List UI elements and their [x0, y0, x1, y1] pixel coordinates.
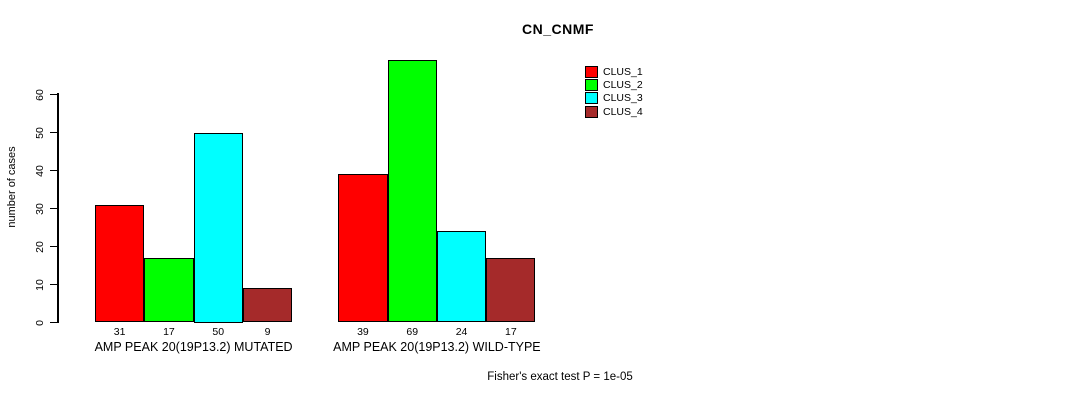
- bar-count-label: 50: [212, 326, 225, 338]
- group-label: AMP PEAK 20(19P13.2) MUTATED: [94, 340, 293, 354]
- bar-count-label: 31: [113, 326, 126, 338]
- y-tick-label: 60: [34, 88, 46, 101]
- bar-clus_3-group-1: [436, 231, 487, 323]
- y-tick-label: 20: [34, 240, 46, 253]
- bar-clus_2-group-1: [387, 60, 437, 323]
- y-tick: [50, 321, 57, 324]
- fisher-test-annotation: Fisher's exact test P = 1e-05: [487, 371, 633, 383]
- y-tick: [50, 131, 57, 134]
- group-label: AMP PEAK 20(19P13.2) WILD-TYPE: [333, 340, 541, 354]
- legend-swatch-icon: [585, 65, 598, 78]
- bar-count-label: 39: [357, 326, 369, 338]
- y-tick-label: 10: [34, 278, 46, 291]
- bar-count-label: 17: [163, 326, 175, 338]
- y-tick-label: 0: [34, 319, 46, 326]
- y-tick: [50, 207, 57, 210]
- legend-row-clus_3: CLUS_3: [585, 92, 643, 105]
- y-tick: [50, 169, 57, 172]
- y-tick-label: 50: [34, 126, 46, 139]
- legend-row-clus_4: CLUS_4: [585, 105, 643, 118]
- y-tick-label: 40: [34, 164, 46, 177]
- y-tick: [50, 283, 57, 286]
- y-axis-line: [57, 93, 59, 323]
- legend-swatch-icon: [585, 79, 598, 92]
- legend-label: CLUS_3: [603, 92, 643, 105]
- bar-clus_1-group-0: [95, 204, 145, 323]
- legend-swatch-icon: [585, 92, 598, 105]
- legend-swatch-icon: [585, 105, 598, 118]
- bar-clus_3-group-0: [193, 132, 243, 323]
- bar-count-label: 9: [264, 326, 271, 338]
- y-tick-label: 30: [34, 202, 46, 215]
- bar-count-label: 24: [455, 326, 468, 338]
- bar-clus_2-group-0: [144, 257, 194, 323]
- bar-count-label: 69: [406, 326, 419, 338]
- bar-clus_4-group-1: [486, 257, 536, 323]
- bar-count-label: 17: [505, 326, 517, 338]
- legend-row-clus_2: CLUS_2: [585, 78, 643, 92]
- legend-row-clus_1: CLUS_1: [585, 65, 643, 78]
- legend-label: CLUS_4: [603, 105, 643, 118]
- y-tick: [50, 93, 57, 96]
- bar-clus_4-group-0: [242, 288, 293, 323]
- y-tick: [50, 245, 57, 248]
- legend: CLUS_1 CLUS_2 CLUS_3 CLUS_4: [585, 65, 643, 119]
- legend-label: CLUS_1: [603, 65, 643, 78]
- chart-title: CN_CNMF: [522, 21, 594, 37]
- y-axis-title: number of cases: [6, 146, 18, 228]
- bar-clus_1-group-1: [338, 174, 388, 323]
- legend-label: CLUS_2: [603, 79, 643, 92]
